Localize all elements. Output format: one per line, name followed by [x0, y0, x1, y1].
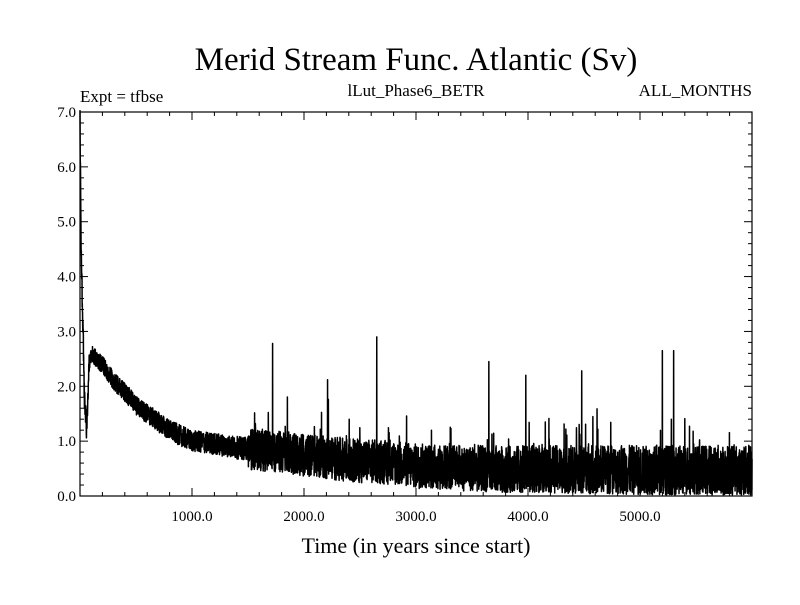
- y-tick-label: 2.0: [57, 379, 76, 395]
- y-tick-label: 1.0: [57, 434, 76, 450]
- y-tick-label: 0.0: [57, 489, 76, 505]
- x-axis-label: Time (in years since start): [302, 533, 531, 558]
- series-line: [79, 110, 753, 496]
- y-tick-label: 4.0: [57, 270, 76, 286]
- x-tick-label: 4000.0: [507, 509, 548, 525]
- x-tick-label: 3000.0: [395, 509, 436, 525]
- y-tick-label: 3.0: [57, 324, 76, 340]
- run-label: lLut_Phase6_BETR: [348, 81, 486, 100]
- experiment-label: Expt = tfbse: [80, 87, 163, 106]
- data-layer: [79, 110, 753, 496]
- y-tick-label: 5.0: [57, 215, 76, 231]
- chart-title: Merid Stream Func. Atlantic (Sv): [195, 42, 638, 78]
- months-label: ALL_MONTHS: [639, 81, 752, 100]
- x-tick-label: 5000.0: [619, 509, 660, 525]
- x-tick-label: 1000.0: [171, 509, 212, 525]
- x-tick-label: 2000.0: [283, 509, 324, 525]
- y-tick-label: 6.0: [57, 160, 76, 176]
- y-tick-label: 7.0: [57, 105, 76, 121]
- axis-layer: 0.0 1.0 2.0 3.0 4.0 5.0 6.0 7.0 1000.0 2000.0 3000…: [57, 105, 752, 525]
